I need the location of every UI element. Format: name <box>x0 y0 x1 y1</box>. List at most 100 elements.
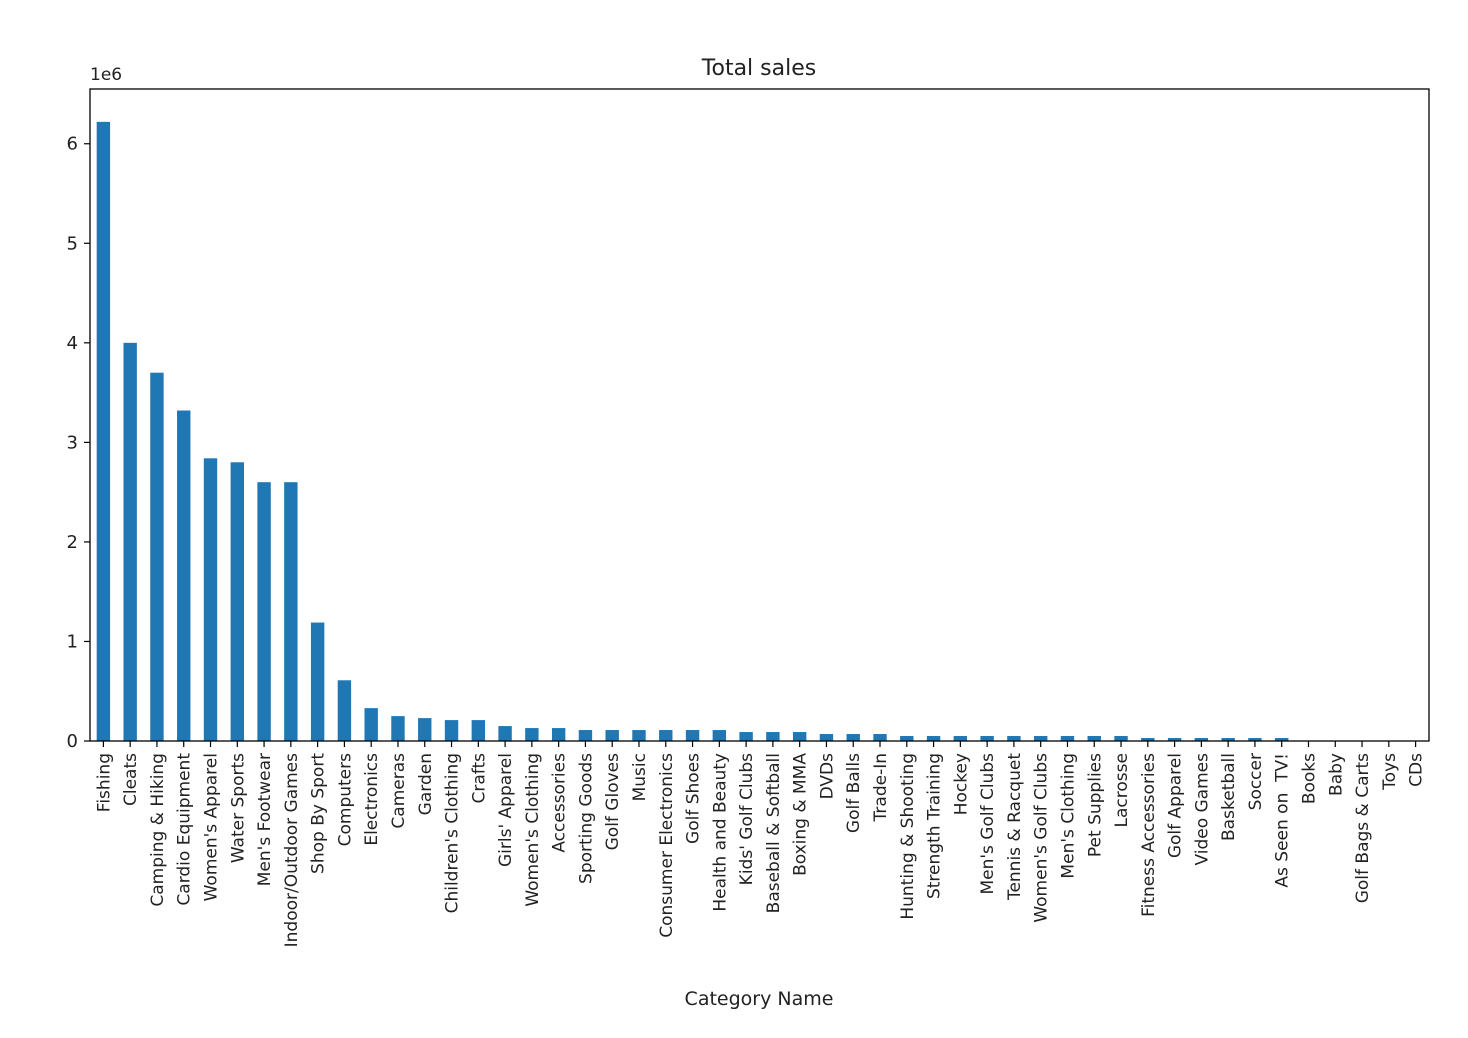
x-tick-label-6: Men's Footwear <box>255 753 275 886</box>
x-tick-label-38: Lacrosse <box>1112 753 1132 827</box>
x-tick-label-37: Pet Supplies <box>1085 753 1105 857</box>
y-tick-label-2: 2 <box>67 532 78 553</box>
x-tick-label-14: Crafts <box>469 753 489 804</box>
y-tick-label-5: 5 <box>67 233 78 254</box>
bar-6 <box>257 482 270 741</box>
bar-4 <box>204 458 217 741</box>
bar-36 <box>1061 736 1074 741</box>
x-tick-label-36: Men's Clothing <box>1058 753 1078 879</box>
bar-8 <box>311 623 324 741</box>
y-tick-label-1: 1 <box>67 631 78 652</box>
x-tick-label-26: Boxing & MMA <box>791 753 811 876</box>
bar-15 <box>498 726 511 741</box>
bar-31 <box>927 736 940 741</box>
bar-0 <box>97 122 110 741</box>
bar-17 <box>552 728 565 741</box>
x-tick-label-30: Hunting & Shooting <box>898 753 918 920</box>
x-tick-label-40: Golf Apparel <box>1166 753 1186 858</box>
x-tick-label-9: Computers <box>335 753 355 847</box>
x-tick-label-2: Camping & Hiking <box>148 753 168 907</box>
bar-32 <box>954 736 967 741</box>
bar-21 <box>659 730 672 741</box>
x-tick-label-21: Consumer Electronics <box>657 753 677 938</box>
bar-34 <box>1007 736 1020 741</box>
x-tick-label-16: Women's Clothing <box>523 753 543 907</box>
x-tick-label-32: Hockey <box>951 753 971 815</box>
x-tick-label-12: Garden <box>416 753 436 815</box>
y-axis-offset-label: 1e6 <box>90 65 122 85</box>
bar-10 <box>365 708 378 741</box>
bar-1 <box>123 343 136 741</box>
x-tick-label-46: Baby <box>1326 753 1346 796</box>
x-tick-label-29: Trade-In <box>871 753 891 822</box>
x-tick-label-7: Indoor/Outdoor Games <box>282 753 302 948</box>
x-axis-label: Category Name <box>685 988 834 1010</box>
bar-5 <box>231 462 244 741</box>
bar-7 <box>284 482 297 741</box>
x-tick-label-27: DVDs <box>817 753 837 800</box>
x-tick-label-48: Toys <box>1380 753 1400 791</box>
x-tick-label-25: Baseball & Softball <box>764 753 784 913</box>
x-tick-label-42: Basketball <box>1219 753 1239 841</box>
bar-19 <box>606 730 619 741</box>
x-tick-label-15: Girls' Apparel <box>496 753 516 867</box>
x-tick-label-43: Soccer <box>1246 753 1266 810</box>
x-tick-label-4: Women's Apparel <box>202 753 222 901</box>
bar-2 <box>150 373 163 741</box>
y-tick-label-4: 4 <box>67 333 78 354</box>
bar-33 <box>980 736 993 741</box>
bar-23 <box>713 730 726 741</box>
bar-13 <box>445 720 458 741</box>
x-tick-label-3: Cardio Equipment <box>175 753 195 906</box>
bar-25 <box>766 732 779 741</box>
bar-11 <box>391 716 404 741</box>
x-tick-label-31: Strength Training <box>925 753 945 899</box>
chart-title: Total sales <box>701 56 816 81</box>
x-tick-label-28: Golf Balls <box>844 753 864 833</box>
x-tick-label-44: As Seen on TV! <box>1273 753 1293 888</box>
x-axis: Fishing Cleats Camping & Hiking Cardio Equi… <box>94 741 1426 947</box>
x-tick-label-10: Electronics <box>362 753 382 846</box>
x-tick-label-13: Children's Clothing <box>443 753 463 913</box>
x-tick-label-1: Cleats <box>121 753 141 806</box>
bar-20 <box>632 730 645 741</box>
x-tick-label-0: Fishing <box>94 753 114 812</box>
y-tick-label-0: 0 <box>67 731 78 752</box>
bar-18 <box>579 730 592 741</box>
x-tick-label-11: Cameras <box>389 753 409 829</box>
x-tick-label-24: Kids' Golf Clubs <box>737 753 757 885</box>
bar-16 <box>525 728 538 741</box>
x-tick-label-39: Fitness Accessories <box>1139 753 1159 917</box>
bar-28 <box>847 734 860 741</box>
bar-9 <box>338 680 351 741</box>
x-tick-label-23: Health and Beauty <box>710 753 730 912</box>
x-tick-label-8: Shop By Sport <box>309 753 329 874</box>
bar-35 <box>1034 736 1047 741</box>
bar-12 <box>418 718 431 741</box>
y-tick-label-6: 6 <box>67 134 78 155</box>
x-tick-label-35: Women's Golf Clubs <box>1032 753 1052 923</box>
bar-29 <box>873 734 886 741</box>
bar-14 <box>472 720 485 741</box>
x-tick-label-20: Music <box>630 753 650 801</box>
x-tick-label-45: Books <box>1299 753 1319 804</box>
x-tick-label-33: Men's Golf Clubs <box>978 753 998 895</box>
x-tick-label-34: Tennis & Racquet <box>1005 753 1025 901</box>
x-tick-label-17: Accessories <box>550 753 570 853</box>
bar-27 <box>820 734 833 741</box>
x-tick-label-19: Golf Gloves <box>603 753 623 851</box>
x-tick-label-41: Video Games <box>1192 753 1212 866</box>
x-tick-label-18: Sporting Goods <box>576 753 596 884</box>
bar-24 <box>739 732 752 741</box>
bars-group <box>97 122 1423 741</box>
bar-3 <box>177 411 190 741</box>
x-tick-label-22: Golf Shoes <box>684 753 704 844</box>
bar-26 <box>793 732 806 741</box>
bar-30 <box>900 736 913 741</box>
x-tick-label-47: Golf Bags & Carts <box>1353 753 1373 903</box>
x-tick-label-5: Water Sports <box>228 753 248 863</box>
x-tick-label-49: CDs <box>1407 753 1427 787</box>
